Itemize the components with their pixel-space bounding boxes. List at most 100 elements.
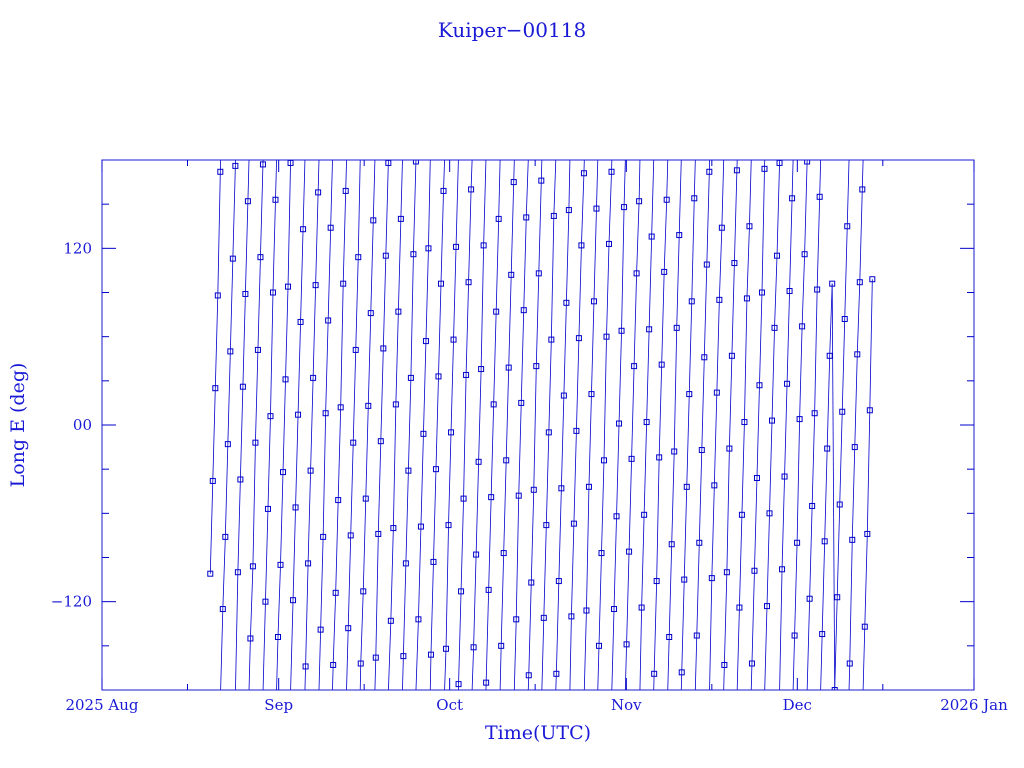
series-line	[400, 160, 403, 219]
series-line	[295, 414, 299, 508]
series-line	[304, 666, 306, 690]
series-line	[671, 451, 675, 545]
series-line	[565, 210, 570, 303]
series-line	[553, 160, 557, 216]
series-line	[277, 564, 281, 638]
series-line	[728, 355, 733, 449]
series-line	[846, 160, 850, 227]
series-line	[372, 160, 376, 221]
series-line	[651, 160, 655, 237]
series-line	[869, 279, 873, 411]
series-line	[342, 190, 347, 284]
series-line	[397, 218, 402, 312]
series-line	[265, 508, 269, 602]
series-line	[388, 620, 392, 690]
series-line	[480, 245, 485, 370]
series-line	[360, 591, 364, 664]
series-line	[618, 330, 622, 424]
series-line	[723, 572, 728, 665]
series-line	[601, 460, 605, 554]
series-line	[597, 645, 600, 690]
series-line	[686, 394, 690, 487]
series-line	[721, 160, 725, 228]
series-line	[693, 160, 696, 199]
series-line	[656, 457, 660, 582]
series-line	[275, 160, 277, 200]
series-line	[248, 638, 251, 690]
series-line	[402, 656, 404, 690]
series-line	[624, 644, 627, 690]
series-line	[222, 536, 226, 610]
series-line	[663, 199, 668, 272]
series-line	[859, 189, 863, 283]
series-line	[407, 377, 412, 471]
series-line	[380, 348, 384, 442]
series-line	[523, 217, 527, 311]
chart-title: Kuiper−00118	[438, 18, 586, 42]
series-line	[377, 441, 382, 534]
series-line	[483, 160, 487, 246]
series-line	[448, 432, 452, 526]
series-line	[741, 422, 745, 515]
series-line	[518, 402, 522, 496]
series-line	[613, 516, 617, 610]
series-line	[244, 201, 249, 294]
series-line	[440, 190, 444, 284]
series-line	[257, 257, 261, 350]
series-line	[583, 610, 587, 690]
series-line	[806, 598, 811, 690]
series-line	[235, 572, 239, 690]
x-tick-label: Dec	[783, 696, 812, 714]
series-line	[779, 569, 783, 690]
series-line	[851, 447, 856, 540]
series-line	[706, 171, 710, 265]
series-line	[581, 173, 585, 246]
series-line	[515, 495, 520, 620]
series-line	[332, 592, 337, 665]
series-line	[337, 407, 342, 501]
series-line	[475, 461, 480, 555]
series-line	[232, 165, 236, 259]
series-line	[460, 498, 464, 592]
series-line	[420, 433, 424, 527]
series-line	[500, 553, 505, 646]
series-line	[834, 597, 838, 690]
series-line	[831, 283, 836, 690]
series-line	[513, 160, 515, 183]
series-line	[570, 523, 575, 617]
series-line	[591, 301, 595, 395]
series-line	[799, 326, 803, 420]
series-line	[866, 410, 871, 534]
series-line	[280, 472, 284, 565]
series-line	[731, 263, 735, 356]
y-tick-label: 120	[63, 239, 92, 257]
series-line	[718, 227, 723, 300]
series-line	[300, 229, 304, 322]
series-line	[794, 542, 798, 636]
series-line	[726, 448, 730, 573]
series-line	[423, 341, 427, 434]
series-line	[856, 282, 861, 355]
series-line	[305, 563, 309, 667]
series-line	[317, 160, 320, 193]
series-line	[458, 591, 462, 685]
y-tick-label: −120	[51, 593, 92, 611]
series-line	[864, 533, 868, 627]
series-line	[285, 286, 289, 380]
series-line	[774, 255, 778, 328]
series-line	[541, 617, 545, 690]
series-line	[560, 395, 565, 489]
series-line	[255, 349, 259, 443]
series-line	[578, 245, 582, 339]
series-line	[862, 626, 866, 690]
series-line	[844, 226, 848, 320]
series-line	[262, 601, 266, 690]
series-line	[229, 258, 234, 352]
series-line	[375, 533, 379, 658]
series-line	[410, 254, 414, 378]
series-line	[357, 160, 361, 258]
series-line	[382, 255, 387, 349]
series-line	[598, 553, 602, 646]
series-line	[789, 198, 793, 292]
